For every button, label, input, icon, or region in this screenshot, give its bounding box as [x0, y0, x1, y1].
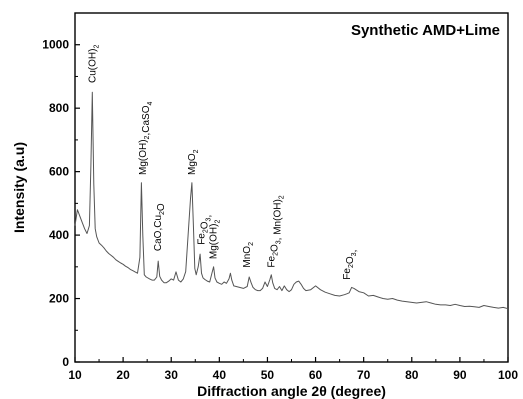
x-tick-label: 90 — [453, 368, 467, 382]
peak-annotation: Fe2O3, — [197, 215, 214, 245]
x-tick-label: 10 — [68, 368, 82, 382]
x-tick-label: 20 — [116, 368, 130, 382]
y-tick-label: 200 — [49, 292, 69, 306]
x-tick-label: 80 — [405, 368, 419, 382]
peak-annotation: Cu(OH)2 — [87, 45, 100, 83]
y-tick-label: 0 — [62, 355, 69, 369]
y-axis-title: Intensity (a.u) — [11, 142, 27, 233]
peak-annotation: Fe2O3, — [342, 250, 359, 280]
peak-annotation: CaO,Cu2O — [153, 203, 167, 251]
peak-annotation: Mg(OH)2,CaSO4 — [138, 102, 154, 175]
x-tick-label: 60 — [309, 368, 323, 382]
y-tick-label: 1000 — [42, 38, 69, 52]
y-tick-label: 800 — [49, 101, 69, 115]
peak-annotation: Fe2O3, Mn(OH)2 — [266, 195, 285, 267]
y-tick-label: 600 — [49, 165, 69, 179]
plot-border — [74, 12, 509, 363]
x-tick-label: 100 — [498, 368, 518, 382]
x-axis-title: Diffraction angle 2θ (degree) — [197, 383, 386, 399]
y-tick-label: 400 — [49, 228, 69, 242]
x-tick-label: 40 — [213, 368, 227, 382]
x-tick-label: 30 — [165, 368, 179, 382]
series-line — [74, 91, 509, 310]
peak-annotation: MgO2 — [187, 149, 200, 175]
series-layer — [74, 91, 509, 310]
peak-annotation: MnO2 — [242, 242, 255, 268]
annotation-layer: Cu(OH)2Mg(OH)2,CaSO4CaO,Cu2OMgO2Fe2O3,Mg… — [87, 45, 359, 280]
peak-annotation: Mg(OH)2 — [209, 220, 222, 260]
x-tick-label: 70 — [357, 368, 371, 382]
chart-title: Synthetic AMD+Lime — [351, 22, 500, 39]
plot-frame — [74, 12, 509, 363]
x-tick-label: 50 — [261, 368, 275, 382]
